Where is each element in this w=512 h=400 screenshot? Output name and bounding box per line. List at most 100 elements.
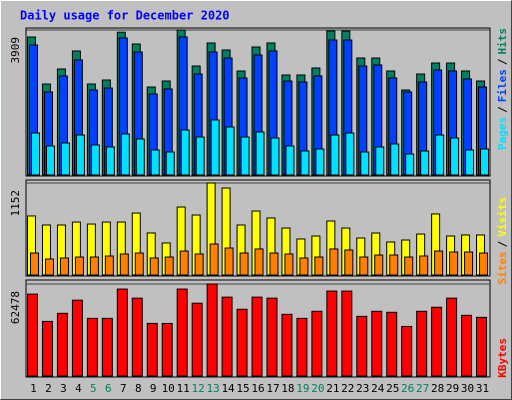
bar	[386, 311, 398, 377]
bar	[390, 143, 400, 176]
bar	[360, 151, 370, 176]
bar	[341, 290, 353, 377]
bar	[191, 302, 203, 377]
legend: Pages / Files / Hits	[496, 28, 509, 150]
bar	[131, 297, 143, 377]
y-tick-label: 3909	[9, 37, 22, 64]
bar	[401, 325, 413, 377]
bar	[221, 296, 233, 377]
x-tick-label: 9	[150, 382, 157, 395]
bar	[285, 145, 295, 176]
bar	[74, 256, 84, 276]
bar	[86, 317, 98, 377]
bar	[404, 256, 414, 276]
bar	[164, 256, 174, 276]
bar	[465, 149, 475, 176]
bar	[194, 253, 204, 276]
bar	[375, 146, 385, 176]
bar	[255, 131, 265, 176]
bar	[450, 137, 460, 176]
bar	[449, 251, 459, 276]
bar	[266, 297, 278, 377]
bar	[405, 153, 415, 176]
bar	[239, 252, 249, 276]
x-tick-label: 28	[431, 382, 444, 395]
bar	[359, 256, 369, 276]
x-tick-label: 30	[461, 382, 474, 395]
bar	[134, 252, 144, 276]
bar	[389, 254, 399, 276]
bar	[345, 132, 355, 176]
legend-separator: /	[496, 58, 509, 65]
bar	[420, 150, 430, 176]
x-tick-label: 2	[45, 382, 52, 395]
bar	[161, 322, 173, 377]
x-tick-label: 24	[371, 382, 385, 395]
bar	[105, 146, 115, 176]
legend-entry: KBytes	[496, 338, 509, 378]
x-tick-label: 11	[177, 382, 190, 395]
bar	[75, 134, 85, 176]
bar	[165, 151, 175, 176]
x-tick-label: 27	[416, 382, 429, 395]
bar	[435, 134, 445, 176]
bar	[31, 132, 40, 176]
bar	[89, 256, 99, 276]
bar	[270, 137, 280, 176]
bar	[59, 257, 69, 276]
x-tick-label: 7	[120, 382, 127, 395]
bar	[236, 308, 248, 377]
y-tick-label: 62478	[9, 291, 22, 324]
bar	[344, 249, 354, 276]
legend-entry: Hits	[496, 28, 509, 55]
bar	[27, 293, 38, 377]
bar	[356, 315, 368, 377]
x-tick-label: 22	[341, 382, 354, 395]
x-tick-label: 16	[251, 382, 264, 395]
chart-title: Daily usage for December 2020	[20, 9, 230, 23]
bar	[419, 255, 429, 276]
bar	[135, 138, 145, 176]
x-tick-label: 12	[192, 382, 205, 395]
bar	[104, 255, 114, 276]
y-tick-label: 1152	[9, 190, 22, 217]
bar	[150, 149, 160, 176]
bar	[374, 254, 384, 276]
bar	[479, 252, 489, 276]
bar	[284, 253, 294, 276]
bar	[326, 290, 338, 377]
x-tick-label: 14	[221, 382, 235, 395]
bar	[30, 252, 39, 276]
bar	[329, 248, 339, 276]
x-tick-label: 17	[266, 382, 279, 395]
legend: KBytes	[496, 338, 509, 378]
bar	[296, 317, 308, 377]
bar	[480, 148, 490, 176]
bar	[431, 306, 443, 377]
x-tick-label: 5	[90, 382, 97, 395]
bar	[210, 119, 220, 176]
bar	[314, 256, 324, 276]
x-tick-label: 20	[311, 382, 324, 395]
x-tick-label: 1	[30, 382, 37, 395]
bar	[45, 145, 55, 176]
bar	[330, 134, 340, 176]
bar	[120, 133, 130, 176]
bar	[300, 150, 310, 176]
bar	[101, 317, 113, 377]
x-tick-label: 8	[135, 382, 142, 395]
bar	[476, 316, 488, 377]
bar	[149, 257, 159, 276]
bar	[371, 310, 383, 377]
bar	[206, 283, 218, 377]
x-tick-label: 10	[162, 382, 175, 395]
legend-separator: /	[496, 240, 509, 247]
bar	[461, 314, 473, 377]
bar	[416, 310, 428, 377]
bar	[176, 288, 188, 377]
legend-entry: Pages	[496, 117, 509, 150]
legend-entry: Visits	[496, 197, 509, 237]
bar	[41, 320, 53, 377]
x-tick-label: 23	[356, 382, 369, 395]
